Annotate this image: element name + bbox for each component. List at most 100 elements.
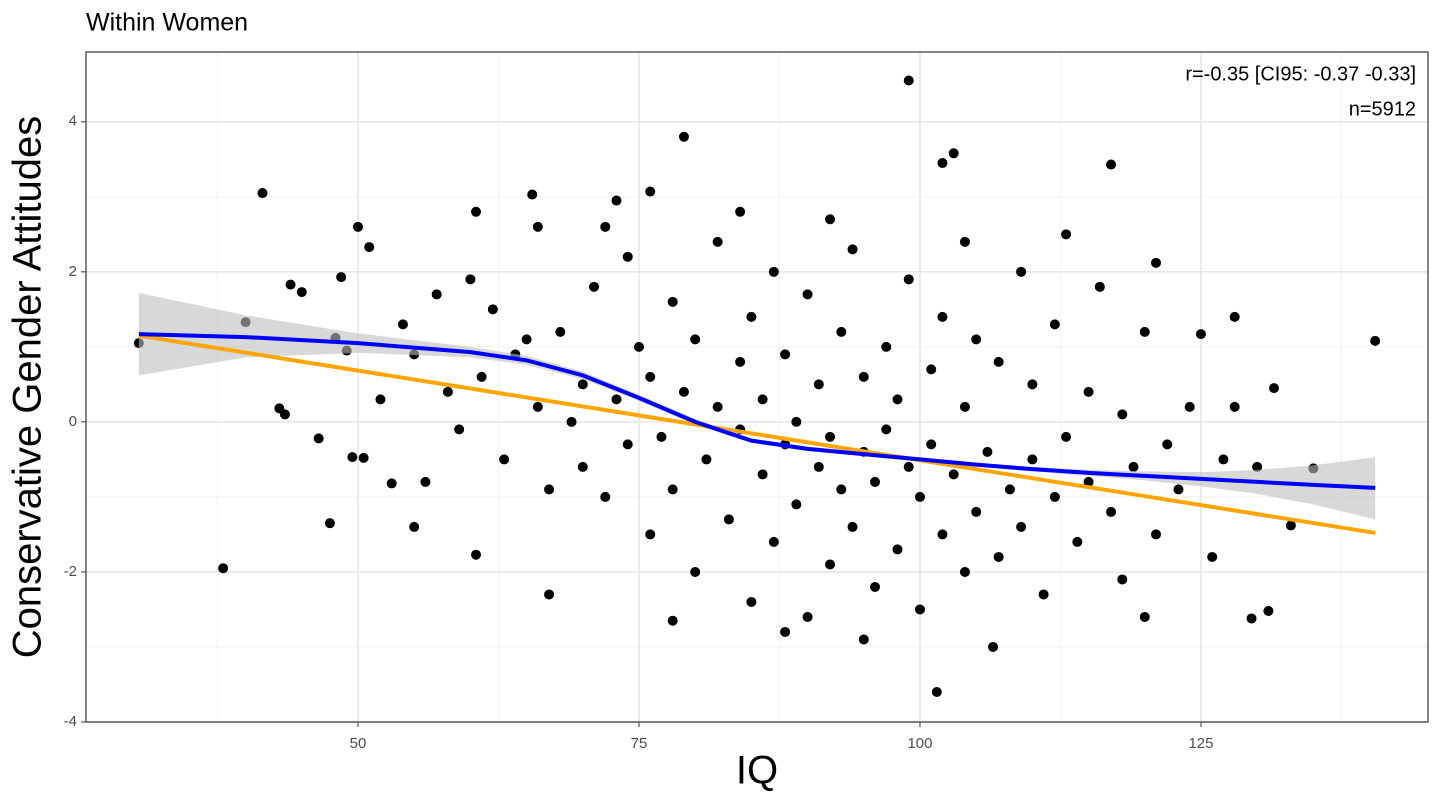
point xyxy=(1061,431,1072,442)
point xyxy=(678,386,689,397)
y-tick-label: 4 xyxy=(69,113,77,130)
point xyxy=(914,491,925,502)
point xyxy=(948,148,959,159)
point xyxy=(336,272,347,283)
point xyxy=(836,326,847,337)
point xyxy=(1173,484,1184,495)
point xyxy=(948,469,959,480)
point xyxy=(532,401,543,412)
point xyxy=(465,274,476,285)
point xyxy=(959,566,970,577)
point xyxy=(959,236,970,247)
point xyxy=(611,195,622,206)
point xyxy=(802,289,813,300)
point xyxy=(892,394,903,405)
point xyxy=(1049,491,1060,502)
point xyxy=(1117,409,1128,420)
point xyxy=(1285,520,1296,531)
chart-title: Within Women xyxy=(86,9,248,37)
point xyxy=(1094,281,1105,292)
point xyxy=(645,371,656,382)
point xyxy=(633,341,644,352)
point xyxy=(1184,401,1195,412)
point xyxy=(555,326,566,337)
point xyxy=(600,491,611,502)
point xyxy=(324,518,335,529)
point xyxy=(364,242,375,253)
point xyxy=(656,431,667,442)
point xyxy=(780,626,791,637)
x-tick-label: 100 xyxy=(907,735,932,752)
point xyxy=(757,394,768,405)
point xyxy=(471,206,482,217)
point xyxy=(678,131,689,142)
point xyxy=(858,371,869,382)
point xyxy=(375,394,386,405)
point xyxy=(971,334,982,345)
point xyxy=(802,611,813,622)
point xyxy=(937,529,948,540)
point xyxy=(600,221,611,232)
point xyxy=(690,334,701,345)
point xyxy=(813,379,824,390)
point xyxy=(914,604,925,615)
point xyxy=(397,319,408,330)
point xyxy=(971,506,982,517)
point xyxy=(544,589,555,600)
point xyxy=(881,341,892,352)
point xyxy=(1269,383,1280,394)
point xyxy=(347,452,358,463)
point xyxy=(521,334,532,345)
point xyxy=(589,281,600,292)
point xyxy=(746,596,757,607)
point xyxy=(454,424,465,435)
point xyxy=(566,416,577,427)
point xyxy=(577,461,588,472)
point xyxy=(982,446,993,457)
point xyxy=(1370,335,1381,346)
point xyxy=(870,476,881,487)
point xyxy=(352,221,363,232)
point xyxy=(471,549,482,560)
point xyxy=(1117,574,1128,585)
point xyxy=(735,356,746,367)
point xyxy=(735,206,746,217)
point xyxy=(532,221,543,232)
point xyxy=(903,75,914,86)
point xyxy=(791,499,802,510)
point xyxy=(937,311,948,322)
point xyxy=(313,433,324,444)
point xyxy=(667,484,678,495)
y-axis-label: Conservative Gender Attitudes xyxy=(6,116,50,659)
point xyxy=(1083,386,1094,397)
point xyxy=(622,251,633,262)
point xyxy=(701,454,712,465)
point xyxy=(881,424,892,435)
point xyxy=(1263,605,1274,616)
point xyxy=(931,686,942,697)
y-tick-label: 2 xyxy=(69,263,77,280)
point xyxy=(1229,401,1240,412)
point xyxy=(847,244,858,255)
point xyxy=(926,439,937,450)
point xyxy=(993,356,1004,367)
point xyxy=(1252,461,1263,472)
point xyxy=(420,476,431,487)
point xyxy=(622,439,633,450)
point xyxy=(358,452,369,463)
point xyxy=(279,409,290,420)
point xyxy=(218,563,229,574)
point xyxy=(1038,589,1049,600)
point xyxy=(1139,611,1150,622)
point xyxy=(870,581,881,592)
point xyxy=(1072,536,1083,547)
point xyxy=(409,521,420,532)
point xyxy=(1049,319,1060,330)
point xyxy=(577,379,588,390)
point xyxy=(442,386,453,397)
point xyxy=(499,454,510,465)
point xyxy=(1061,229,1072,240)
point xyxy=(285,279,296,290)
point xyxy=(544,484,555,495)
